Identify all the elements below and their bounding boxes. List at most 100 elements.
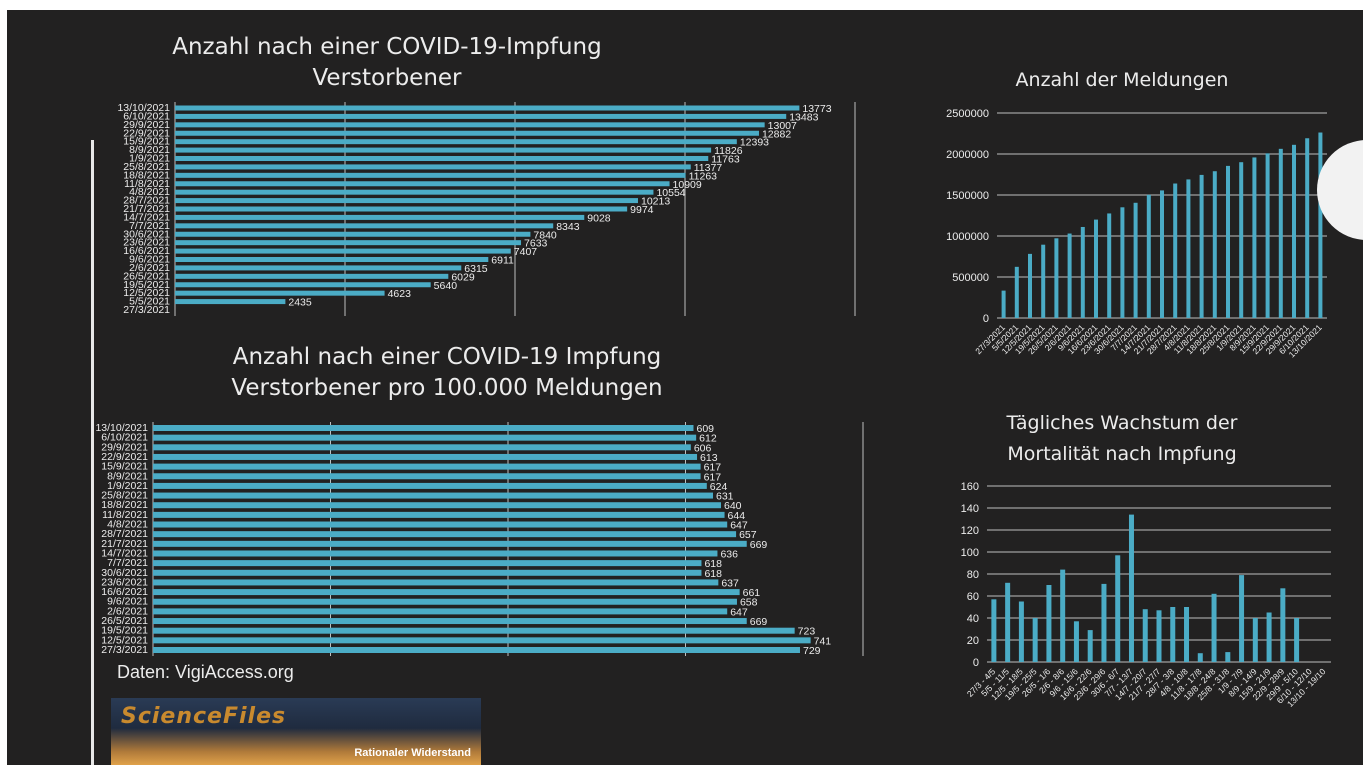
c1-data-label: 11263 xyxy=(689,170,718,182)
c1-bar xyxy=(175,189,654,195)
c3-bar xyxy=(1014,266,1019,318)
c2-bar xyxy=(153,598,737,605)
c2-bar xyxy=(153,627,795,634)
c1-tick-label: 16/6/2021 xyxy=(123,245,170,257)
c4-bar xyxy=(1156,610,1162,662)
c2-bar xyxy=(153,569,702,576)
c1-data-label: 7407 xyxy=(514,246,538,258)
c1-tick-label: 19/5/2021 xyxy=(123,279,170,291)
c1-tick-label: 18/8/2021 xyxy=(123,169,170,181)
c1-bar xyxy=(175,206,628,212)
c2-tick-label: 1/9/2021 xyxy=(107,480,148,492)
c2-tick-label: 19/5/2021 xyxy=(101,625,148,637)
c1-bar xyxy=(175,130,759,136)
c2-bar xyxy=(153,453,698,460)
c4-bar xyxy=(1142,609,1148,662)
c2-bar xyxy=(153,473,701,480)
c1-bar xyxy=(175,248,511,254)
c3-bar xyxy=(1173,183,1178,318)
c2-data-label: 644 xyxy=(728,510,746,522)
c1-tick-label: 26/5/2021 xyxy=(123,270,170,282)
c1-bar xyxy=(175,147,712,153)
c2-data-label: 617 xyxy=(704,471,722,483)
c1-bar xyxy=(175,273,449,279)
c1-data-label: 12393 xyxy=(740,137,769,149)
c4-bar xyxy=(1115,555,1121,662)
c4-bar xyxy=(1294,618,1300,662)
c4-ytick-label: 80 xyxy=(967,569,979,581)
c1-bar xyxy=(175,257,489,262)
c2-bar xyxy=(153,608,728,615)
c3-bar xyxy=(1305,138,1310,318)
c1-tick-label: 21/7/2021 xyxy=(123,203,170,215)
c2-tick-label: 21/7/2021 xyxy=(101,538,148,550)
c1-bar xyxy=(175,181,670,187)
c2-data-label: 640 xyxy=(724,500,742,512)
c2-data-label: 647 xyxy=(730,606,748,618)
c1-bar xyxy=(175,231,531,237)
c3-bar xyxy=(1278,148,1283,318)
c2-data-label: 657 xyxy=(739,529,757,541)
c3-bar xyxy=(1252,157,1257,318)
c1-data-label: 8343 xyxy=(556,221,580,233)
c3-ytick-label: 500000 xyxy=(952,272,989,284)
c1-tick-label: 2/6/2021 xyxy=(129,262,170,274)
c2-bar xyxy=(153,618,747,625)
c3-bar xyxy=(1080,226,1085,318)
c4-bar xyxy=(1128,514,1134,662)
c2-bar xyxy=(153,463,701,470)
c2-tick-label: 7/7/2021 xyxy=(107,557,148,569)
c4-ytick-label: 0 xyxy=(973,657,979,669)
c3-ytick-label: 1000000 xyxy=(946,231,989,243)
c1-data-label: 10554 xyxy=(656,187,685,199)
c2-tick-label: 13/10/2021 xyxy=(95,422,148,434)
c1-data-label: 13773 xyxy=(802,103,831,115)
c1-data-label: 13483 xyxy=(789,111,818,123)
c3-bar xyxy=(1160,190,1164,318)
c3-ytick-label: 0 xyxy=(983,313,989,325)
c4-bar xyxy=(1266,612,1272,662)
c4-ytick-label: 20 xyxy=(967,635,979,647)
c3-bar xyxy=(1094,219,1098,318)
chart4-title: Tägliches Wachstum der Mortalität nach I… xyxy=(1006,412,1238,465)
c2-bar xyxy=(153,579,719,586)
c3-bar xyxy=(1199,174,1204,318)
c2-data-label: 618 xyxy=(704,568,722,580)
c2-tick-label: 23/6/2021 xyxy=(101,576,148,588)
c2-data-label: 741 xyxy=(814,635,832,647)
c1-bar xyxy=(175,265,462,271)
c2-data-label: 636 xyxy=(720,548,738,560)
c1-tick-label: 27/3/2021 xyxy=(123,304,170,316)
c2-data-label: 669 xyxy=(750,539,768,551)
c1-bar xyxy=(175,240,522,246)
vertical-divider xyxy=(91,140,94,765)
c1-bar xyxy=(175,164,691,170)
c1-tick-label: 30/6/2021 xyxy=(123,228,170,240)
c4-bar xyxy=(1060,569,1066,662)
c1-bar xyxy=(175,105,800,111)
c1-data-label: 6911 xyxy=(491,255,514,267)
c1-bar xyxy=(175,139,737,145)
c4-ytick-label: 40 xyxy=(967,613,979,625)
c2-data-label: 617 xyxy=(704,462,722,474)
c1-data-label: 5640 xyxy=(434,280,458,292)
c1-tick-label: 12/5/2021 xyxy=(123,287,170,299)
c2-tick-label: 9/6/2021 xyxy=(107,596,148,608)
c4-ytick-label: 140 xyxy=(961,503,979,515)
c3-ytick-label: 1500000 xyxy=(946,190,989,202)
c3-bar xyxy=(1067,233,1072,318)
c2-tick-label: 6/10/2021 xyxy=(101,432,148,444)
c2-bar xyxy=(153,550,718,557)
c2-data-label: 613 xyxy=(700,452,718,464)
c1-bar xyxy=(175,122,765,128)
c3-bar xyxy=(1028,253,1032,318)
c4-bar xyxy=(1101,583,1107,662)
c1-tick-label: 7/7/2021 xyxy=(129,220,170,232)
c4-bar xyxy=(1087,630,1093,662)
c2-data-label: 624 xyxy=(710,481,728,493)
c4-bar xyxy=(1073,621,1079,662)
c4-ytick-label: 160 xyxy=(961,481,979,493)
c4-bar xyxy=(1032,618,1038,662)
c2-tick-label: 26/5/2021 xyxy=(101,615,148,627)
c1-tick-label: 29/9/2021 xyxy=(123,119,170,131)
